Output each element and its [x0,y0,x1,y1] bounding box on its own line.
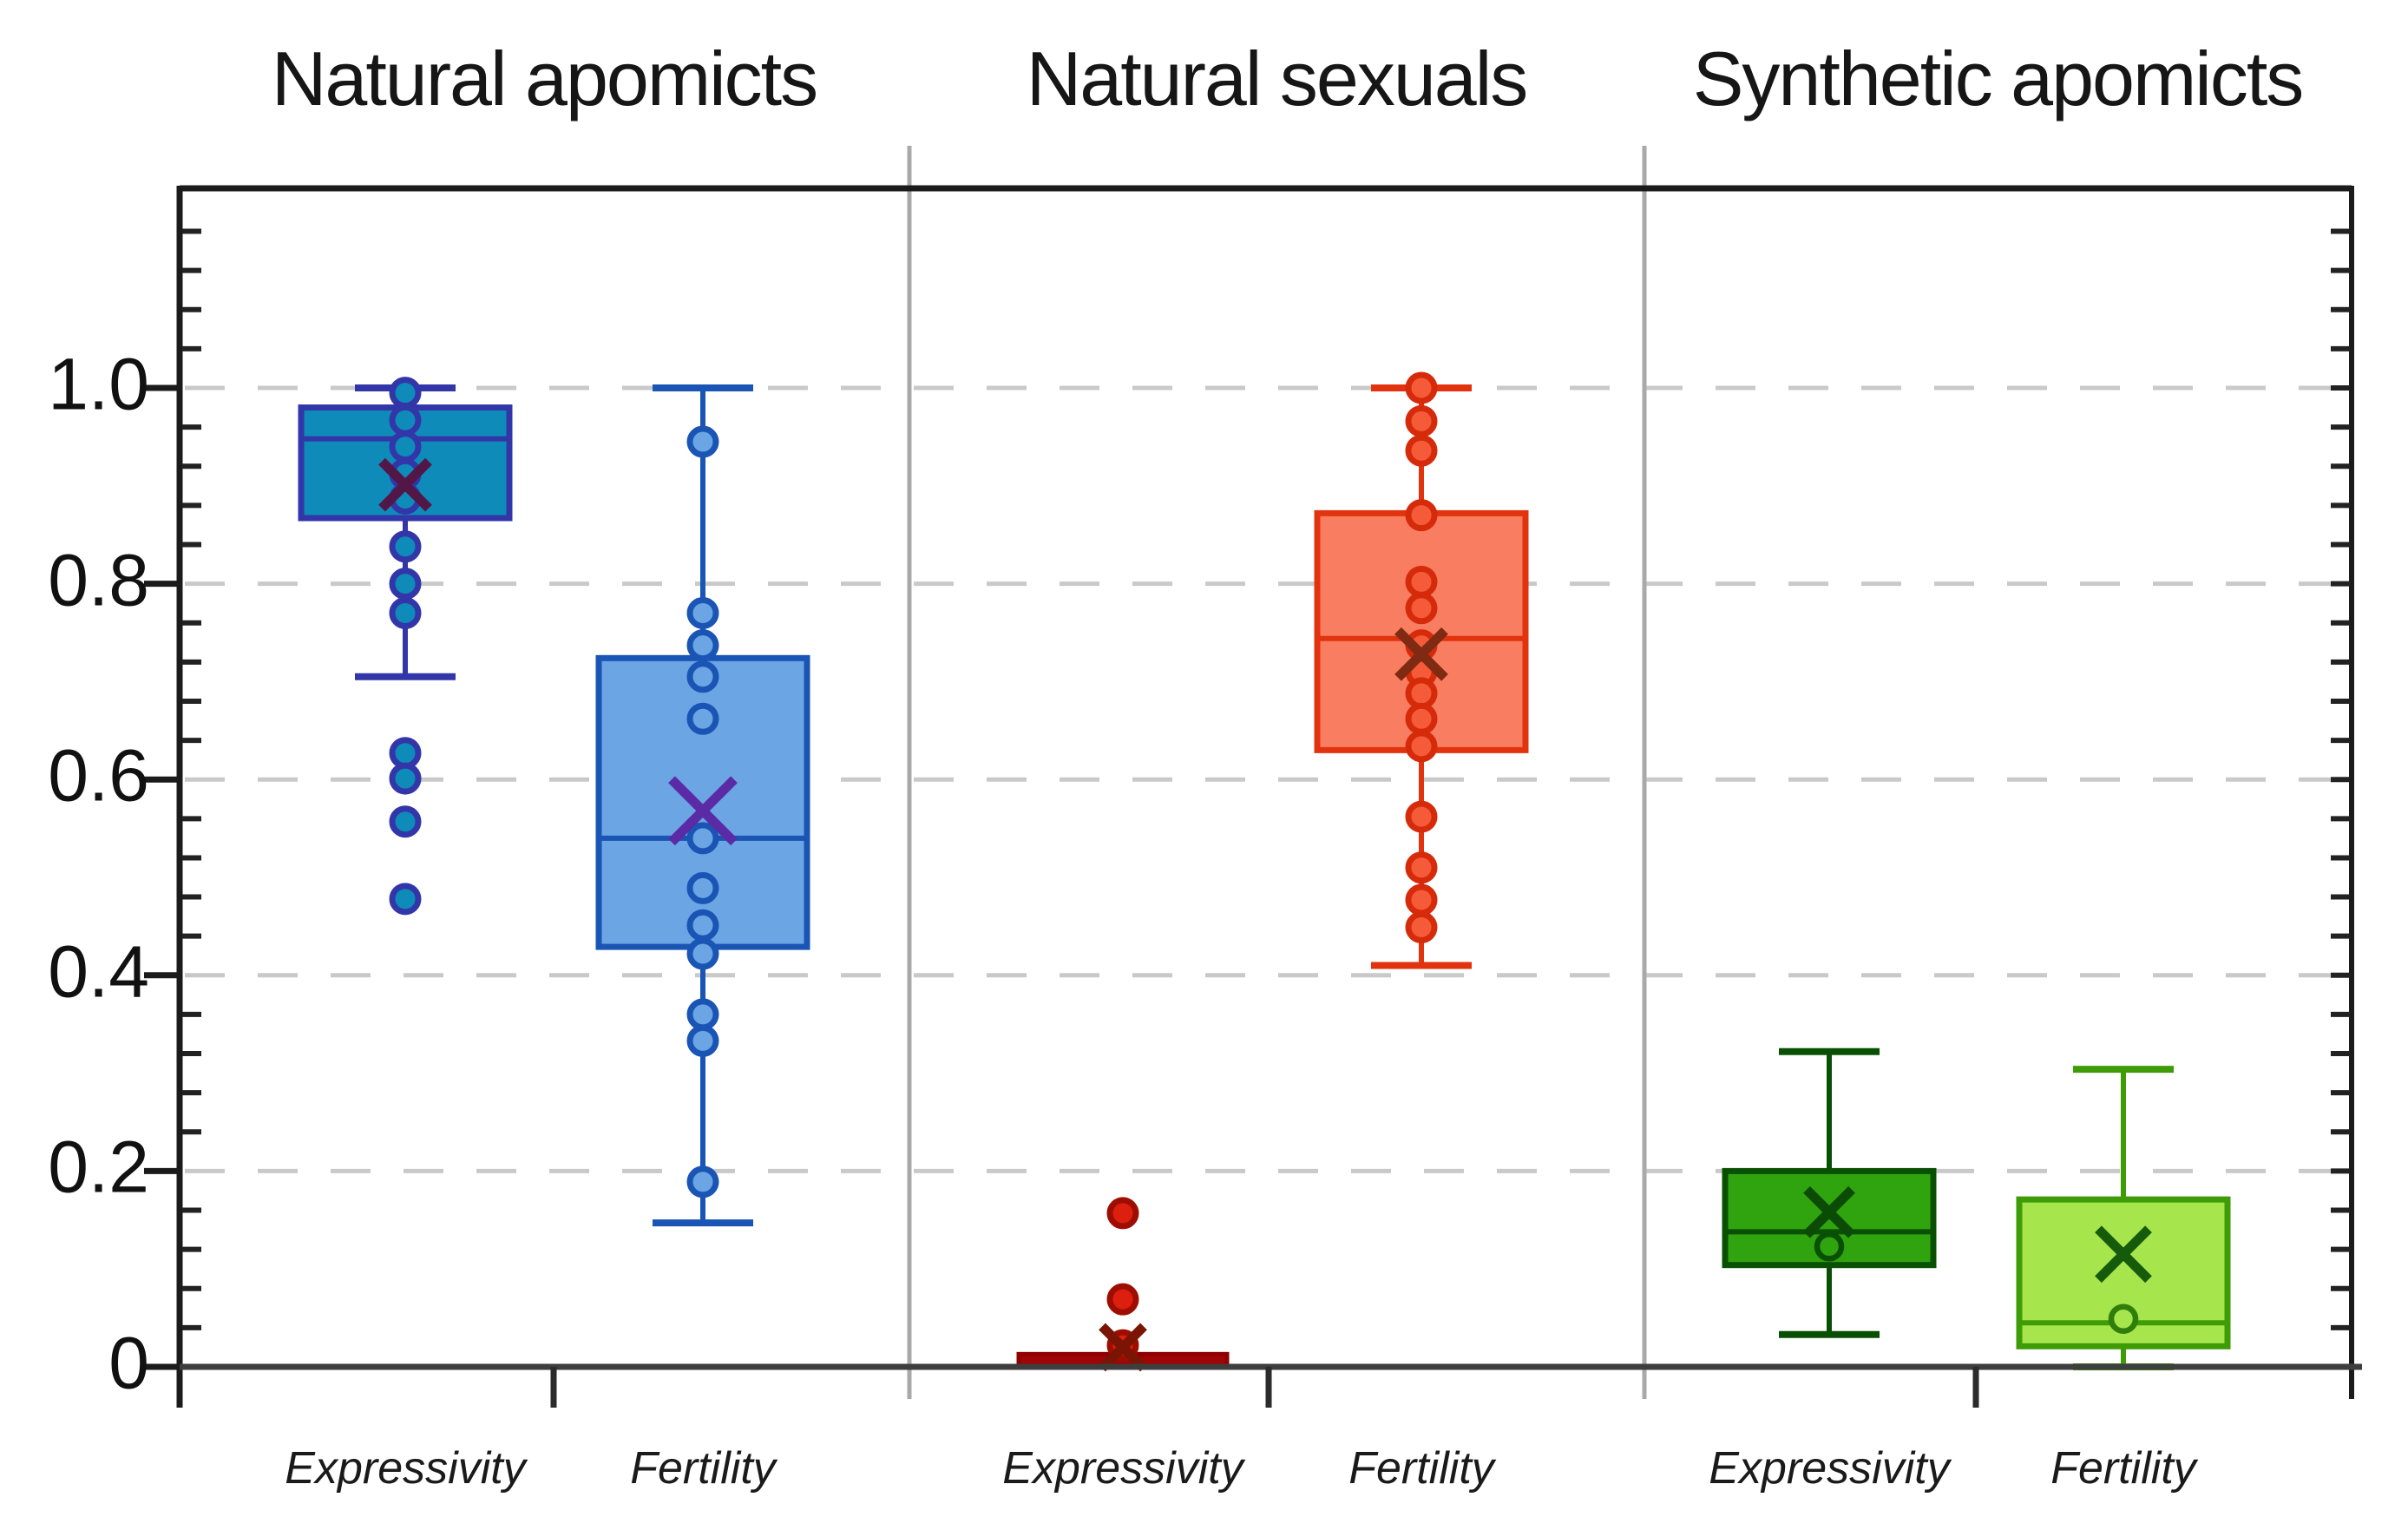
data-point [1405,499,1438,532]
data-point [686,1166,719,1198]
y-tick-label: 0 [108,1322,149,1404]
y-tick-label: 1.0 [48,343,149,425]
data-point [1405,851,1438,884]
data-point [389,596,422,629]
data-point [1405,883,1438,916]
data-point [686,909,719,942]
data-point [686,702,719,735]
data-point [686,1024,719,1057]
data-point [389,568,422,601]
panel-title-synthetic-apomicts: Synthetic apomicts [1692,36,2305,121]
data-point [1405,730,1438,763]
x-axis-label-fertility: Fertility [630,1443,776,1494]
y-tick-label: 0.8 [48,539,149,621]
data-point [686,629,719,662]
y-tick-label: 0.2 [48,1126,149,1209]
data-point [1405,800,1438,833]
data-point [2108,1303,2139,1334]
mean-x-marker [378,457,432,512]
data-point [1405,404,1438,437]
data-point [389,430,422,463]
x-axis-label-expressivity: Expressivity [1709,1443,1950,1494]
data-point [389,737,422,770]
data-point [389,377,422,410]
data-point [1405,702,1438,735]
data-point [389,404,422,437]
data-point [686,937,719,970]
y-tick-label: 0.4 [48,930,149,1013]
panel-title-natural-sexuals: Natural sexuals [1026,36,1529,121]
y-tick-label: 0.6 [48,734,149,817]
data-point [686,660,719,693]
data-point [686,425,719,458]
mean-x-marker [2095,1225,2152,1284]
x-axis-label-fertility: Fertility [1348,1443,1494,1494]
x-axis-label-expressivity: Expressivity [285,1443,526,1494]
data-point [1405,565,1438,598]
mean-x-marker [1803,1185,1855,1238]
panel-title-natural-apomicts: Natural apomicts [271,36,818,121]
data-point [1405,677,1438,710]
data-point [1405,371,1438,404]
data-point [686,998,719,1031]
x-axis-label-expressivity: Expressivity [1002,1443,1243,1494]
data-point [686,822,719,855]
data-point [1106,1283,1139,1316]
data-point [686,596,719,629]
data-point [1106,1197,1139,1230]
data-point [389,530,422,563]
data-point [389,805,422,838]
data-point [1405,911,1438,944]
data-point [389,883,422,916]
mean-x-marker [1099,1323,1147,1372]
data-point [1814,1231,1845,1262]
mean-x-marker [668,776,738,846]
data-point [1405,434,1438,467]
data-point [686,871,719,904]
data-point [389,762,422,795]
data-point [1405,592,1438,625]
x-axis-label-fertility: Fertility [2050,1443,2196,1494]
mean-x-marker [1394,627,1448,681]
